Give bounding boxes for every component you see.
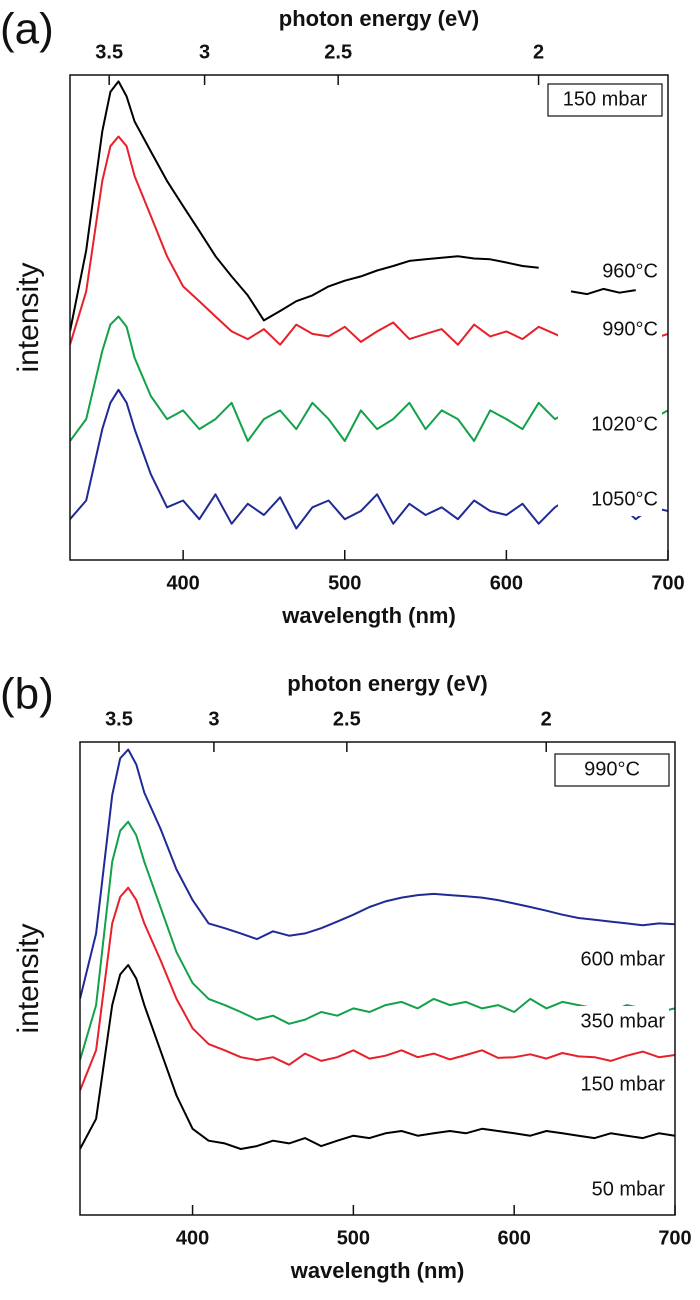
spectrum-line: [80, 964, 675, 1150]
annotation: 990°C: [584, 758, 640, 780]
x2-tick-label: 2: [541, 708, 552, 730]
plot-frame: [69, 74, 669, 561]
series-label: 960°C: [602, 260, 658, 282]
x-tick-label: 600: [490, 572, 523, 594]
series-label-bg: [565, 1006, 669, 1038]
series-label: 150 mbar: [581, 1073, 666, 1095]
series-label: 50 mbar: [592, 1178, 666, 1200]
spectrum-line: [80, 820, 675, 1061]
series-label: 1020°C: [591, 413, 658, 435]
series-label-bg: [558, 314, 662, 346]
panel-label: (a): [0, 5, 54, 54]
x-tick-label: 700: [658, 1227, 691, 1249]
x2-tick-label: 2.5: [333, 708, 361, 730]
x-tick-label: 400: [166, 572, 199, 594]
series-label-bg: [565, 1174, 669, 1206]
spectrum-line: [80, 886, 675, 1091]
plot-lines: [70, 80, 668, 530]
x2-tick-label: 3.5: [95, 41, 123, 63]
x2-tick-label: 3.5: [105, 708, 133, 730]
x2-axis-label: photon energy (eV): [279, 6, 479, 31]
x-tick-label: 600: [498, 1227, 531, 1249]
x2-tick-label: 2.5: [324, 41, 352, 63]
x2-tick-label: 2: [533, 41, 544, 63]
x2-tick-label: 3: [199, 41, 210, 63]
x2-tick-label: 3: [208, 708, 219, 730]
annotation: 150 mbar: [563, 88, 648, 110]
series-label-bg: [565, 1069, 669, 1101]
series-label-bg: [558, 256, 662, 288]
series-label: 1050°C: [591, 488, 658, 510]
series-label: 600 mbar: [581, 948, 666, 970]
panel-label: (b): [0, 670, 54, 719]
annotation-box: [554, 753, 670, 787]
plot-lines: [80, 748, 675, 1150]
annotation-box: [547, 83, 663, 117]
series-label-bg: [558, 484, 662, 516]
plot-frame: [79, 741, 676, 1216]
x-axis-label: wavelength (nm): [281, 603, 456, 628]
y-axis-label: intensity: [12, 923, 45, 1033]
y-axis-label: intensity: [12, 262, 45, 372]
x-tick-label: 500: [328, 572, 361, 594]
series-label: 350 mbar: [581, 1010, 666, 1032]
x-tick-label: 400: [176, 1227, 209, 1249]
x-tick-label: 700: [651, 572, 684, 594]
series-label-bg: [558, 409, 662, 441]
series-label-bg: [565, 944, 669, 976]
x-tick-label: 500: [337, 1227, 370, 1249]
spectrum-line: [80, 748, 675, 1000]
x-axis-label: wavelength (nm): [290, 1258, 465, 1283]
spectrum-line: [70, 80, 636, 332]
series-label: 990°C: [602, 318, 658, 340]
x2-axis-label: photon energy (eV): [287, 671, 487, 696]
